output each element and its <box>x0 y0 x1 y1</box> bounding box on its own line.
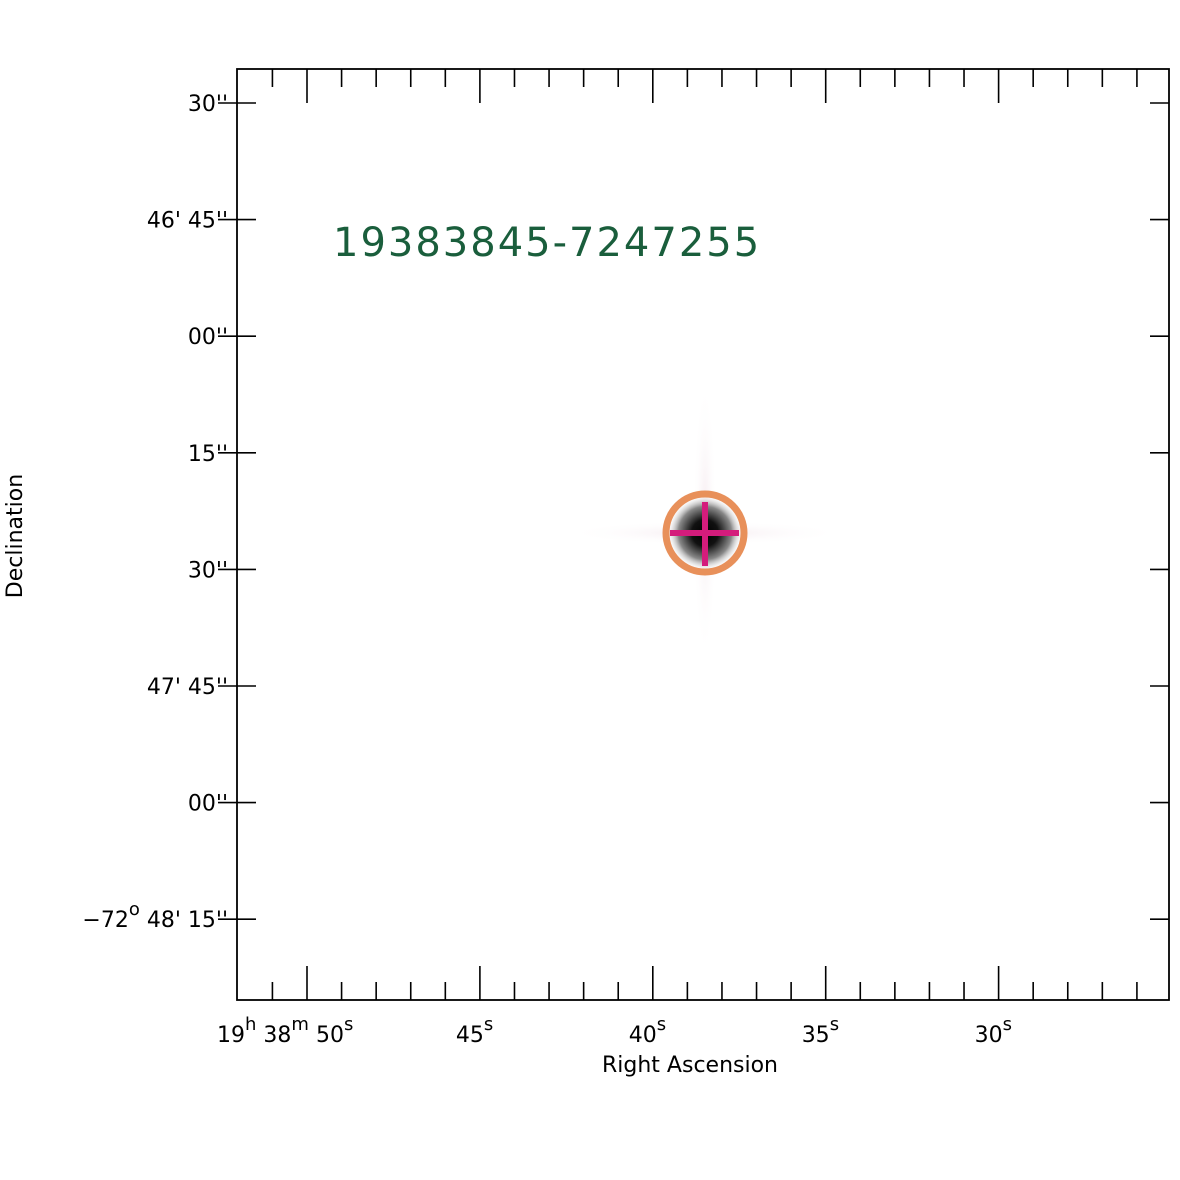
tick-label-sup: s <box>484 1014 493 1035</box>
tick-label-part: 50 <box>309 1023 344 1048</box>
tick-label-part: 40 <box>629 1023 657 1048</box>
tick-label-part: 30'' <box>188 558 228 583</box>
tick-label-sup: s <box>830 1014 839 1035</box>
tick-label: 45s​ <box>456 1014 493 1048</box>
source-title: 19383845-7247255 <box>333 220 761 266</box>
tick-label: 30'' <box>188 92 228 117</box>
tick-label: 00'' <box>188 325 228 350</box>
source <box>565 380 845 660</box>
tick-label: 30'' <box>188 558 228 583</box>
tick-label-part: 35 <box>802 1023 830 1048</box>
tick-label: 46' 45'' <box>147 209 228 234</box>
tick-label-part: 47' 45'' <box>147 675 228 700</box>
tick-label-sup: h <box>245 1014 256 1035</box>
tick-label-part: 45 <box>456 1023 484 1048</box>
tick-label-part: −72 <box>82 908 128 933</box>
tick-label: −72o​ 48' 15'' <box>82 899 228 933</box>
tick-label: 19h​ 38m​ 50s​ <box>217 1014 353 1048</box>
tick-label: 30s​ <box>975 1014 1012 1048</box>
y-axis-label: Declination <box>3 474 28 598</box>
tick-label-part: 48' 15'' <box>140 908 228 933</box>
tick-label: 00'' <box>188 792 228 817</box>
tick-label-sup: s <box>1003 1014 1012 1035</box>
tick-label: 35s​ <box>802 1014 839 1048</box>
tick-label-part: 46' 45'' <box>147 209 228 234</box>
tick-label: 40s​ <box>629 1014 666 1048</box>
x-axis-label: Right Ascension <box>602 1053 778 1078</box>
tick-label-part: 38 <box>256 1023 291 1048</box>
tick-label: 15'' <box>188 442 228 467</box>
tick-label-part: 00'' <box>188 325 228 350</box>
tick-label-sup: o <box>129 899 140 920</box>
tick-label-sup: m <box>291 1014 309 1035</box>
tick-label-part: 30 <box>975 1023 1003 1048</box>
tick-label-part: 30'' <box>188 92 228 117</box>
tick-label-part: 15'' <box>188 442 228 467</box>
tick-label-part: 00'' <box>188 792 228 817</box>
tick-label-sup: s <box>657 1014 666 1035</box>
tick-label-part: 19 <box>217 1023 245 1048</box>
tick-label-sup: s <box>344 1014 353 1035</box>
tick-label: 47' 45'' <box>147 675 228 700</box>
aperture-circle <box>662 490 748 576</box>
